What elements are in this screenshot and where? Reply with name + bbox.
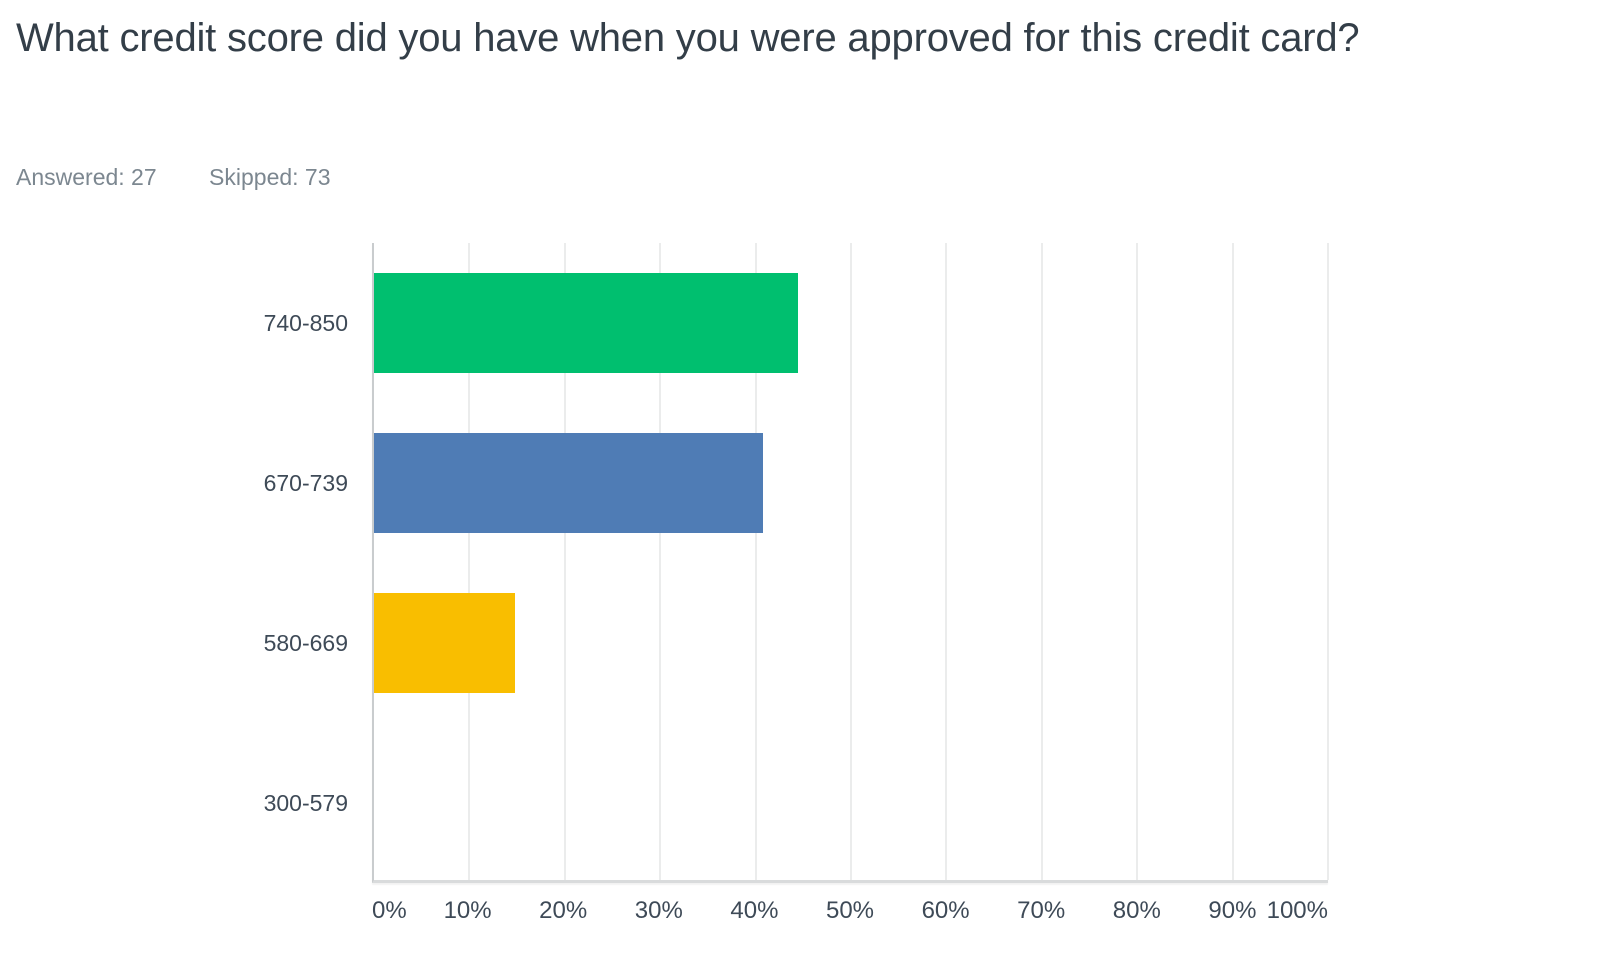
gridline-100% (1327, 243, 1329, 880)
gridline-40% (754, 243, 757, 880)
x-tick-70%: 70% (1017, 897, 1066, 924)
x-tick-60%: 60% (921, 897, 970, 924)
bar-row-670-739 (374, 403, 1328, 563)
answered-count: Answered: 27 (16, 164, 157, 190)
gridline-60% (945, 243, 948, 880)
category-label-300-579: 300-579 (263, 789, 348, 816)
x-tick-80%: 80% (1112, 897, 1161, 924)
plot-area (372, 243, 1329, 883)
gridline-90% (1231, 243, 1234, 880)
category-label-740-850: 740-850 (263, 309, 348, 336)
x-tick-0%: 0% (372, 897, 407, 924)
bar-580-669 (374, 593, 516, 693)
x-tick-30%: 30% (634, 897, 683, 924)
response-stats: Answered: 27 Skipped: 73 (16, 164, 331, 191)
x-tick-10%: 10% (443, 897, 492, 924)
skipped-count: Skipped: 73 (209, 164, 331, 190)
gridline-70% (1040, 243, 1043, 880)
gridline-20% (563, 243, 566, 880)
bar-row-300-579 (374, 723, 1328, 883)
x-tick-90%: 90% (1208, 897, 1257, 924)
gridline-10% (468, 243, 471, 880)
x-tick-40%: 40% (730, 897, 779, 924)
x-tick-20%: 20% (539, 897, 588, 924)
category-label-670-739: 670-739 (263, 469, 348, 496)
y-axis-labels: 740-850 670-739 580-669 300-579 (0, 243, 348, 883)
question-title: What credit score did you have when you … (16, 16, 1360, 60)
bar-row-580-669 (374, 563, 1328, 723)
bar-740-850 (374, 273, 798, 373)
x-axis-labels: 0% 10% 20% 30% 40% 50% 60% 70% 80% 90% 100% (372, 897, 1328, 931)
gridline-30% (659, 243, 662, 880)
bar-670-739 (374, 433, 763, 533)
category-label-580-669: 580-669 (263, 629, 348, 656)
horizontal-bar-chart: 740-850 670-739 580-669 300-579 0% 10% 20% 30%… (0, 243, 1330, 954)
gridline-50% (850, 243, 852, 880)
bar-row-740-850 (374, 243, 1328, 403)
gridline-80% (1136, 243, 1139, 880)
x-tick-50%: 50% (825, 897, 875, 924)
x-tick-100%: 100% (1266, 897, 1328, 924)
